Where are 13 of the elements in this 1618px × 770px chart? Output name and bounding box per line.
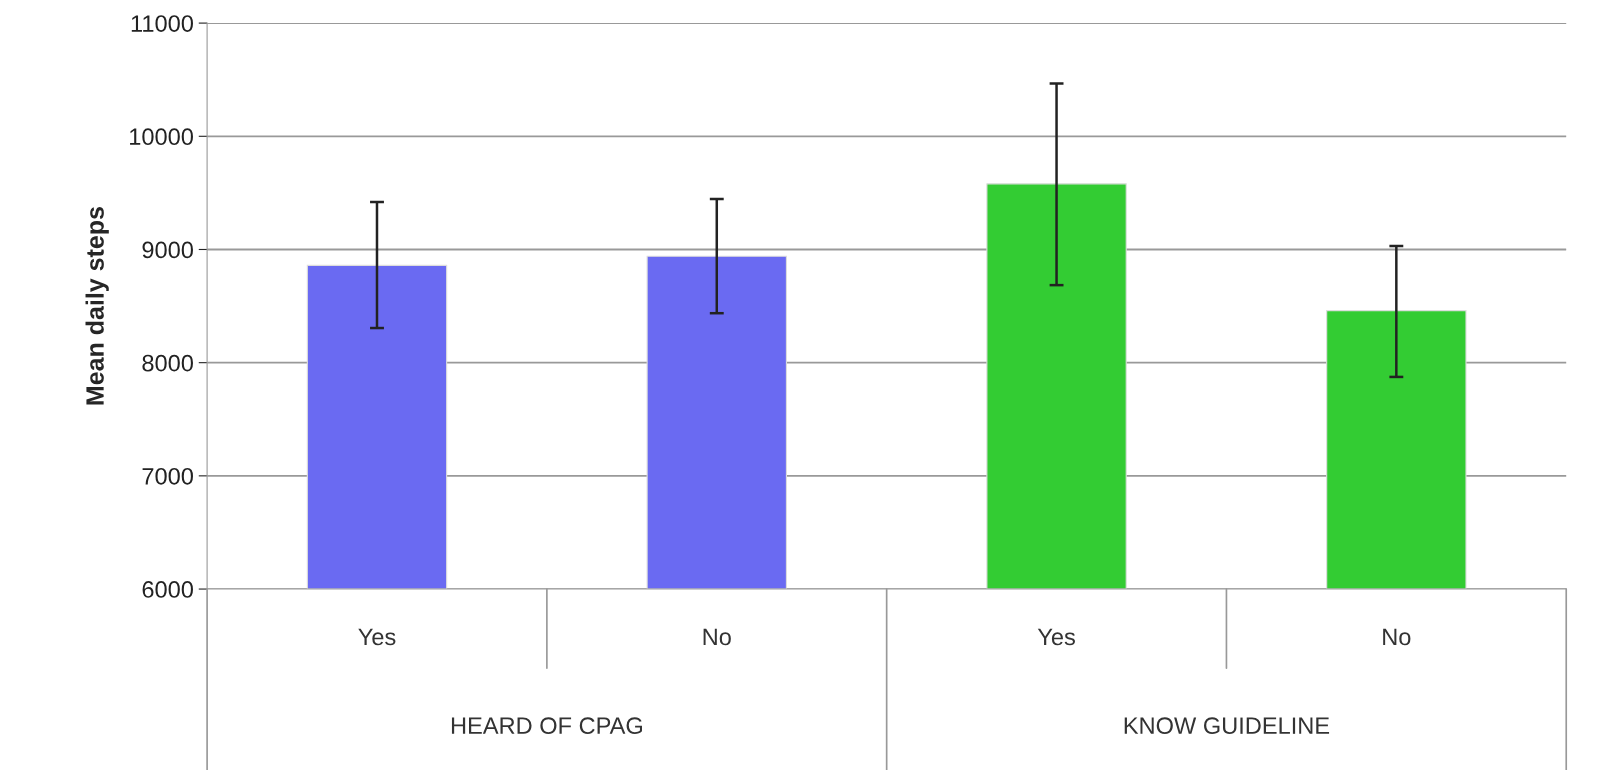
y-tick-label: 11000 <box>131 15 193 32</box>
y-tick-label: 7000 <box>142 467 193 485</box>
y-tick-label: 6000 <box>142 581 193 598</box>
text: HEARD OF CPAG <box>451 717 642 735</box>
x-tick-label: No <box>703 628 731 646</box>
text: KNOW GUIDELINE <box>1124 717 1330 735</box>
x-tick-label: Yes <box>1037 628 1075 646</box>
y-axis-title: Mean daily steps <box>85 207 109 405</box>
y-tick-label: 10000 <box>130 128 193 146</box>
x-tick-label: Yes <box>358 628 396 646</box>
y-tick-label: 8000 <box>142 354 193 372</box>
x-tick-label: No <box>1383 628 1411 646</box>
y-tick-label: 9000 <box>142 241 193 259</box>
